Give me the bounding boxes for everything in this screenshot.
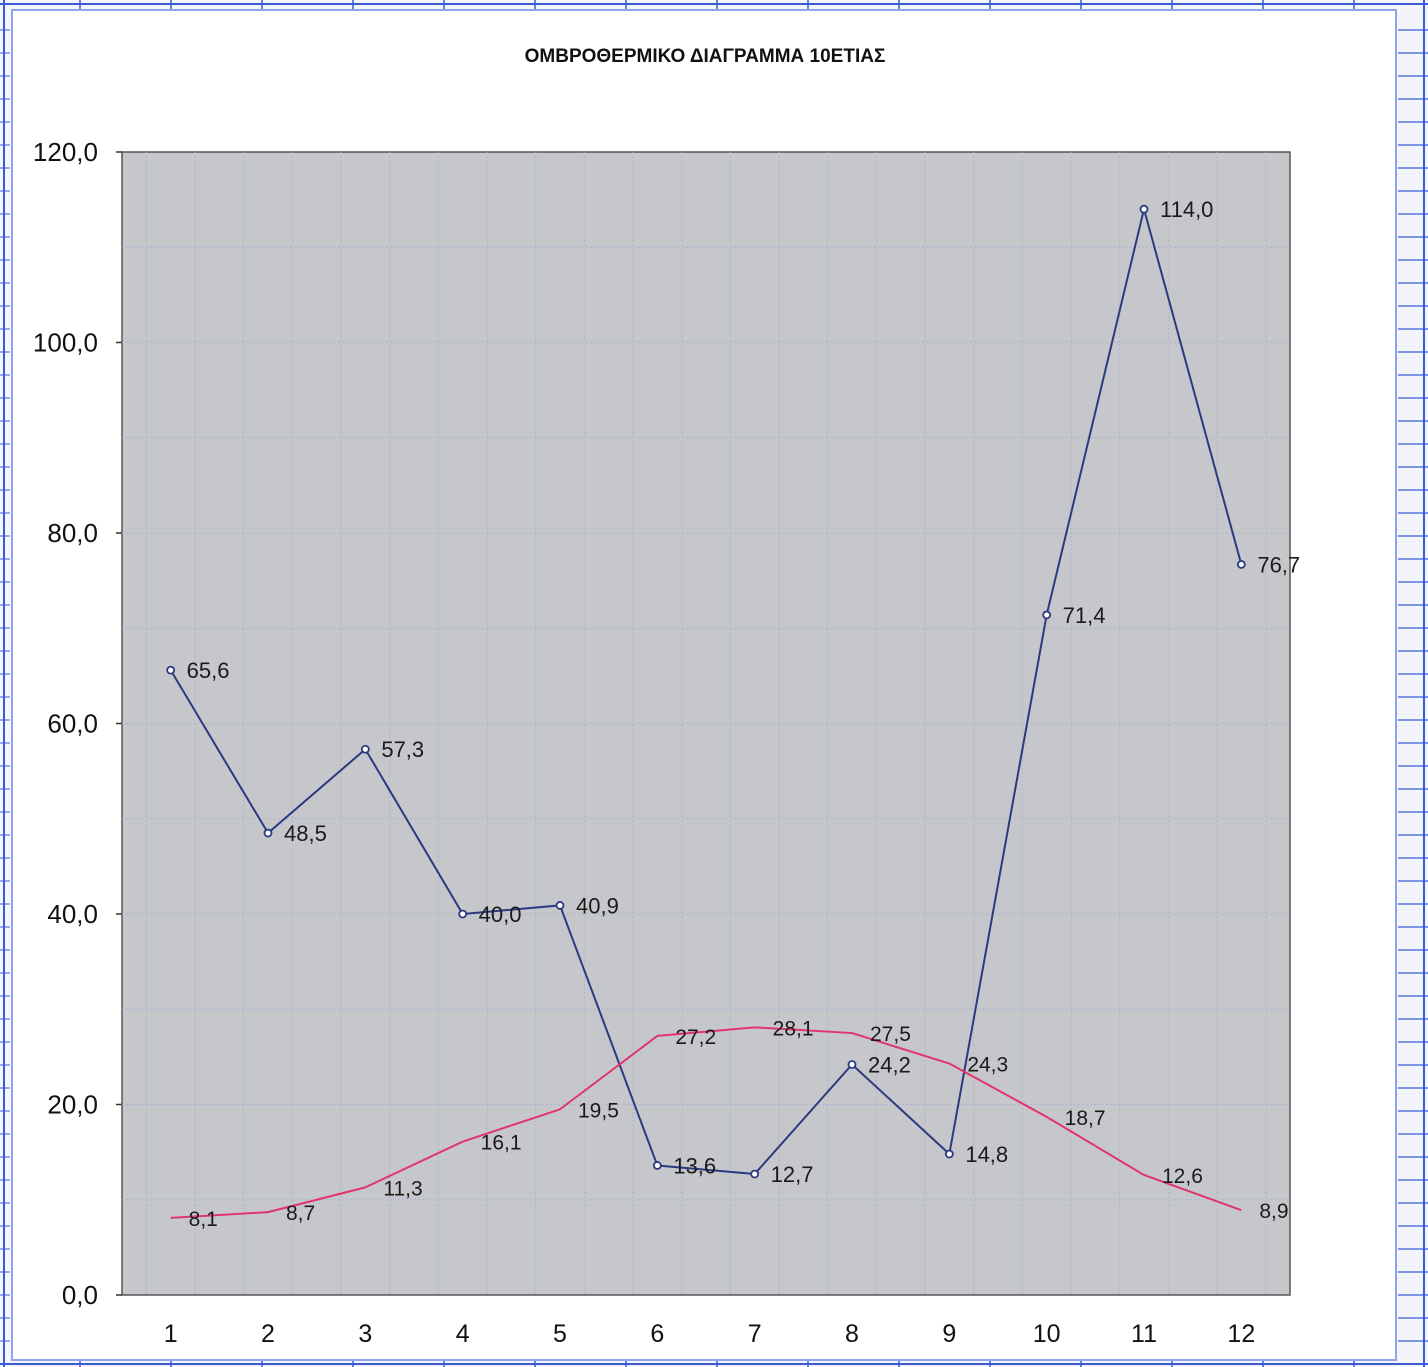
data-point-marker xyxy=(750,1169,760,1179)
data-label: 27,5 xyxy=(870,1023,911,1046)
x-tick-label: 3 xyxy=(358,1320,372,1348)
y-tick-label: 0,0 xyxy=(62,1280,98,1310)
x-tick-label: 12 xyxy=(1227,1320,1255,1348)
data-point-marker xyxy=(458,909,468,919)
x-tick-label: 10 xyxy=(1033,1320,1061,1348)
data-label: 28,1 xyxy=(773,1017,814,1040)
x-tick-label: 2 xyxy=(261,1320,275,1348)
y-tick-label: 60,0 xyxy=(47,709,98,739)
y-tick-label: 20,0 xyxy=(47,1090,98,1120)
x-tick-label: 11 xyxy=(1131,1320,1157,1348)
data-label: 40,9 xyxy=(576,893,619,918)
data-label: 12,6 xyxy=(1162,1165,1203,1188)
data-label: 19,5 xyxy=(578,1099,619,1122)
series-line-2 xyxy=(170,1026,1242,1219)
data-label: 40,0 xyxy=(479,902,522,927)
data-point-marker xyxy=(652,1161,662,1170)
data-point-marker xyxy=(555,901,565,910)
data-point-marker xyxy=(360,744,370,754)
x-tick-label: 8 xyxy=(845,1320,859,1348)
data-label: 14,8 xyxy=(965,1142,1008,1167)
data-label: 76,7 xyxy=(1257,552,1300,577)
data-label: 48,5 xyxy=(284,821,327,846)
x-tick-label: 5 xyxy=(553,1320,567,1348)
y-tick-label: 40,0 xyxy=(47,899,98,929)
data-point-marker xyxy=(944,1149,954,1159)
data-point-marker xyxy=(1236,560,1246,569)
data-label: 12,7 xyxy=(771,1162,814,1187)
y-tick-label: 80,0 xyxy=(47,518,98,548)
data-point-marker xyxy=(847,1060,857,1069)
data-point-marker xyxy=(166,665,176,675)
data-label: 11,3 xyxy=(383,1177,422,1200)
data-label: 71,4 xyxy=(1063,603,1106,628)
data-point-marker xyxy=(263,828,273,838)
y-tick-label: 100,0 xyxy=(33,328,98,358)
data-point-marker xyxy=(1042,610,1052,620)
x-tick-label: 7 xyxy=(748,1320,762,1348)
data-label: 8,7 xyxy=(286,1202,315,1225)
data-label: 13,6 xyxy=(673,1153,716,1178)
chart-title: ΟΜΒΡΟΘΕΡΜΙΚΟ ΔΙΑΓΡΑΜΜΑ 10ΕΤΙΑΣ xyxy=(525,46,886,67)
data-label: 114,0 xyxy=(1160,197,1213,222)
data-label: 24,2 xyxy=(868,1052,911,1077)
x-tick-label: 9 xyxy=(942,1320,956,1348)
data-label: 27,2 xyxy=(675,1026,716,1049)
series-line-1 xyxy=(169,208,1243,1176)
x-tick-label: 4 xyxy=(456,1320,470,1348)
data-label: 8,1 xyxy=(189,1208,218,1231)
data-label: 8,9 xyxy=(1259,1200,1288,1223)
data-point-marker xyxy=(1139,204,1149,214)
data-label: 16,1 xyxy=(481,1132,522,1155)
data-label: 65,6 xyxy=(187,658,230,683)
y-tick-label: 120,0 xyxy=(33,137,98,167)
data-label: 24,3 xyxy=(967,1054,1008,1077)
data-label: 57,3 xyxy=(381,737,424,762)
x-tick-label: 6 xyxy=(650,1320,664,1348)
data-label: 18,7 xyxy=(1065,1107,1106,1130)
x-tick-label: 1 xyxy=(164,1320,178,1348)
